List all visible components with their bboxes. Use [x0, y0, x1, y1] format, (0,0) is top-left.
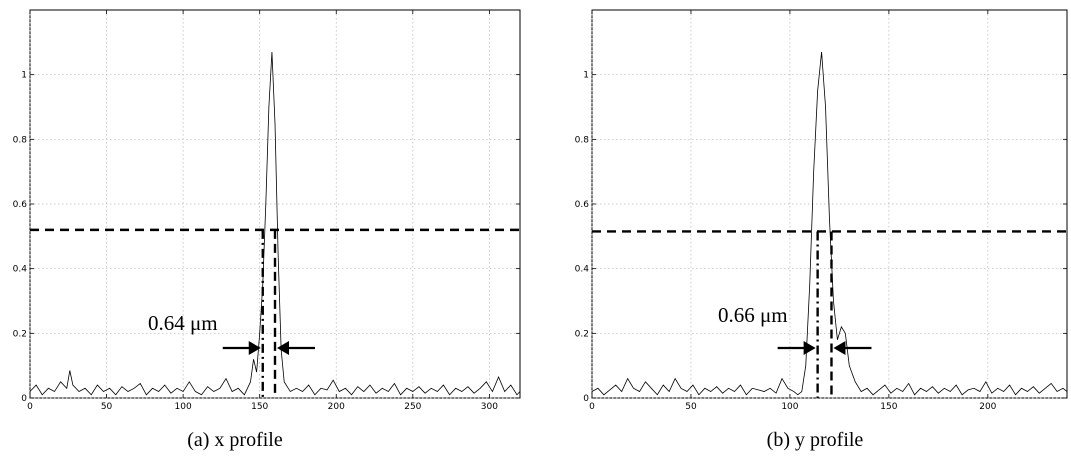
- x-tick-label: 300: [481, 402, 498, 412]
- y-tick-label: 0.6: [575, 200, 590, 210]
- y-tick-label: 0.8: [13, 135, 28, 145]
- arrow-right-head: [833, 341, 846, 355]
- arrow-left-head: [248, 341, 261, 355]
- fwhm-markers-a: [30, 228, 520, 398]
- panel-x-profile: 0 50 100 150 200 250 300 0 0.2 0.4 0.6 0.8 1 0.64 μm…: [13, 9, 521, 451]
- y-tick-label: 0.8: [575, 135, 590, 145]
- y-tick-label: 0.2: [575, 329, 589, 339]
- ticks-b: 0 50 100 150 200 0 0.2 0.4 0.6 0.8 1: [575, 10, 1067, 412]
- x-tick-label: 50: [685, 402, 697, 412]
- ticks-a: 0 50 100 150 200 250 300 0 0.2 0.4 0.6 0.8 1: [13, 10, 520, 412]
- y-tick-label: 0: [583, 394, 589, 404]
- y-tick-label: 0: [21, 394, 27, 404]
- y-tick-label: 0.4: [575, 265, 590, 275]
- fwhm-annotation-a: 0.64 μm: [148, 311, 218, 335]
- y-tick-label: 0.4: [13, 265, 28, 275]
- arrow-right-head: [277, 341, 289, 355]
- fwhm-markers-b: [592, 230, 1067, 398]
- grid-b: [591, 10, 1067, 399]
- arrow-left-head: [803, 341, 816, 355]
- x-tick-label: 100: [175, 402, 192, 412]
- x-tick-label: 150: [251, 402, 268, 412]
- profile-line-b: [591, 51, 1068, 396]
- y-tick-label: 0.6: [13, 200, 28, 210]
- panel-y-profile: 0 50 100 150 200 0 0.2 0.4 0.6 0.8 1 0.66 μm (b) y…: [575, 9, 1068, 451]
- y-tick-label: 1: [583, 71, 589, 81]
- profile-line-a: [29, 52, 521, 396]
- x-tick-label: 0: [589, 402, 595, 412]
- x-tick-label: 100: [781, 402, 798, 412]
- x-tick-label: 50: [101, 402, 113, 412]
- x-tick-label: 200: [979, 402, 996, 412]
- x-tick-label: 250: [404, 402, 421, 412]
- x-tick-label: 0: [27, 402, 33, 412]
- y-tick-label: 1: [21, 71, 27, 81]
- caption-b: (b) y profile: [767, 429, 864, 451]
- x-tick-label: 150: [880, 402, 897, 412]
- fwhm-annotation-b: 0.66 μm: [718, 303, 788, 327]
- x-tick-label: 200: [328, 402, 345, 412]
- caption-a: (a) x profile: [187, 429, 283, 451]
- y-tick-label: 0.2: [13, 329, 27, 339]
